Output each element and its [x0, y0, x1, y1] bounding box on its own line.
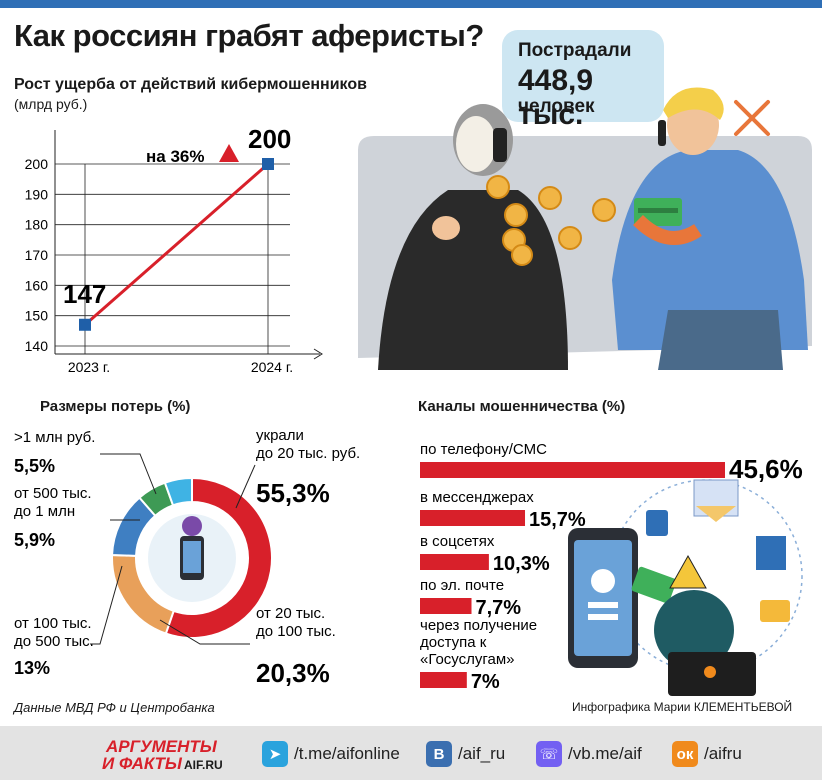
x-tick-label: 2024 г.	[251, 359, 293, 375]
bar-value: 15,7%	[529, 509, 586, 531]
slice-label: украли	[256, 427, 304, 444]
footer-link-ok[interactable]: ок /aifru	[672, 740, 742, 768]
page-title: Как россиян грабят аферисты?	[14, 18, 484, 53]
hacker-illustration	[568, 479, 803, 696]
footer-link-text: /aif_ru	[458, 744, 506, 763]
y-tick-label: 160	[25, 277, 49, 293]
viber-icon: ☏	[536, 741, 562, 767]
leader-line	[100, 453, 157, 495]
ok-icon: ок	[672, 741, 698, 767]
bar	[420, 672, 467, 688]
footer: АРГУМЕНТЫ И ФАКТЫ AIF.RU ➤ /t.me/aifonli…	[0, 726, 822, 780]
bar-value: 7,7%	[476, 597, 522, 619]
slice-value: 55,3%	[256, 478, 330, 508]
x-axis-arrow	[313, 348, 323, 360]
bubble-line-1: Пострадали	[518, 40, 632, 61]
category-label: в мессенджерах	[420, 489, 534, 506]
slice-value: 5,9%	[14, 530, 55, 550]
footer-link-text: /aifru	[704, 744, 742, 763]
thief-icon	[182, 516, 202, 536]
category-label: «Госуслугам»	[420, 651, 515, 668]
y-tick-label: 190	[25, 186, 49, 202]
footer-link-viber[interactable]: ☏ /vb.me/aif	[536, 740, 642, 768]
slice-value: 5,5%	[14, 456, 55, 476]
bubble-line-3: человек	[518, 96, 595, 117]
slice-label: от 500 тыс.	[14, 485, 92, 502]
pie-chart-title: Размеры потерь (%)	[40, 398, 191, 415]
slice-value: 20,3%	[256, 658, 330, 688]
top-accent-bar	[0, 0, 822, 8]
slice-label: от 20 тыс.	[256, 605, 325, 622]
line-chart: 140 150 160 170 180 190 200 2023 г. 2024 г. 147 20…	[25, 124, 323, 375]
y-tick-label: 170	[25, 247, 49, 263]
category-label: доступа к	[420, 634, 487, 651]
bubble-victims-count: 448,9 тыс.	[518, 64, 594, 131]
data-source: Данные МВД РФ и Центробанка	[14, 700, 215, 715]
donut-slice	[163, 476, 193, 507]
data-label: 147	[63, 279, 106, 309]
leader-line	[235, 464, 256, 509]
victims-bubble: Пострадали 448,9 тыс. человек	[502, 30, 664, 131]
logo-site-text: AIF.RU	[184, 758, 223, 772]
slice-label: до 100 тыс.	[256, 623, 336, 640]
footer-link-text: /t.me/aifonline	[294, 744, 400, 763]
line-chart-unit: (млрд руб.)	[14, 96, 88, 112]
victim-figure	[612, 87, 808, 370]
leader-line	[159, 619, 250, 645]
slice-label: до 20 тыс. руб.	[256, 445, 360, 462]
growth-annotation: на 36%	[146, 147, 204, 166]
bar	[420, 510, 526, 526]
bar	[420, 554, 489, 570]
slice-label: до 500 тыс.	[14, 633, 94, 650]
footer-link-vk[interactable]: В /aif_ru	[426, 740, 505, 768]
telegram-icon: ➤	[262, 741, 288, 767]
series-line	[84, 162, 269, 326]
data-point	[79, 318, 91, 331]
slice-value: 13%	[14, 658, 50, 678]
category-label: по эл. почте	[420, 577, 504, 594]
slice-label: от 100 тыс.	[14, 615, 92, 632]
data-point	[262, 158, 274, 170]
category-label: в соцсетях	[420, 533, 495, 550]
leader-line	[90, 565, 123, 645]
line-chart-title: Рост ущерба от действий кибермошенников	[14, 76, 367, 93]
slice-label: до 1 млн	[14, 503, 75, 520]
fraud-channels-bar-chart: по телефону/СМС 45,6% в мессенджерах 15,7% в…	[420, 441, 803, 690]
logo-bottom-text: И ФАКТЫ	[102, 754, 183, 772]
data-label: 200	[248, 124, 291, 154]
y-tick-label: 140	[25, 338, 49, 354]
bar-chart-title: Каналы мошенничества (%)	[418, 398, 626, 415]
y-tick-label: 200	[25, 156, 49, 172]
footer-link-text: /vb.me/aif	[568, 744, 642, 763]
y-tick-label: 180	[25, 217, 49, 233]
y-tick-label: 150	[25, 308, 49, 324]
coins-icon	[486, 175, 616, 266]
scam-illustration	[358, 87, 812, 370]
category-label: по телефону/СМС	[420, 441, 547, 458]
phone-screen	[183, 541, 201, 573]
aif-logo[interactable]: АРГУМЕНТЫ И ФАКТЫ AIF.RU	[100, 736, 240, 772]
infographic-credit: Инфографика Марии КЛЕМЕНТЬЕВОЙ	[572, 700, 793, 714]
growth-triangle-icon	[219, 144, 239, 162]
bar-value: 45,6%	[729, 454, 803, 484]
slice-label: >1 млн руб.	[14, 429, 95, 446]
donut-slice	[164, 476, 273, 639]
logo-top-text: АРГУМЕНТЫ	[105, 737, 218, 756]
bar	[420, 462, 725, 478]
category-label: через получение	[420, 617, 537, 634]
x-tick-label: 2023 г.	[68, 359, 110, 375]
cross-icon	[734, 100, 770, 136]
bar-value: 7%	[471, 671, 500, 690]
vk-icon: В	[426, 741, 452, 767]
footer-link-telegram[interactable]: ➤ /t.me/aifonline	[262, 740, 400, 768]
bar	[420, 598, 472, 614]
bar-value: 10,3%	[493, 553, 550, 575]
